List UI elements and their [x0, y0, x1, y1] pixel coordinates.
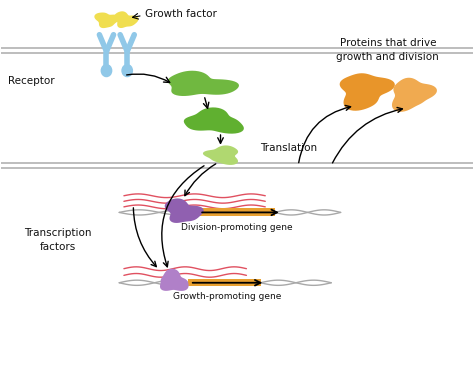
Polygon shape — [160, 269, 189, 291]
Bar — [188, 279, 261, 286]
Polygon shape — [203, 145, 238, 165]
Text: Growth factor: Growth factor — [145, 9, 217, 19]
FancyArrowPatch shape — [185, 164, 216, 195]
Bar — [197, 209, 275, 216]
Text: Growth-promoting gene: Growth-promoting gene — [173, 292, 282, 301]
FancyArrowPatch shape — [133, 208, 156, 267]
Polygon shape — [165, 198, 204, 223]
Polygon shape — [94, 13, 120, 28]
FancyArrowPatch shape — [299, 106, 351, 163]
Polygon shape — [392, 78, 437, 112]
Text: Transcription
factors: Transcription factors — [24, 228, 91, 252]
Polygon shape — [184, 107, 244, 134]
Text: Receptor: Receptor — [9, 76, 55, 86]
Text: Division-promoting gene: Division-promoting gene — [181, 223, 293, 232]
Ellipse shape — [122, 65, 132, 76]
FancyArrowPatch shape — [332, 107, 402, 163]
Text: Proteins that drive
growth and division: Proteins that drive growth and division — [337, 38, 439, 62]
FancyArrowPatch shape — [162, 166, 204, 267]
Polygon shape — [340, 73, 395, 111]
Polygon shape — [168, 71, 239, 96]
Text: Translation: Translation — [261, 142, 318, 153]
Ellipse shape — [101, 65, 112, 76]
Polygon shape — [114, 11, 138, 28]
